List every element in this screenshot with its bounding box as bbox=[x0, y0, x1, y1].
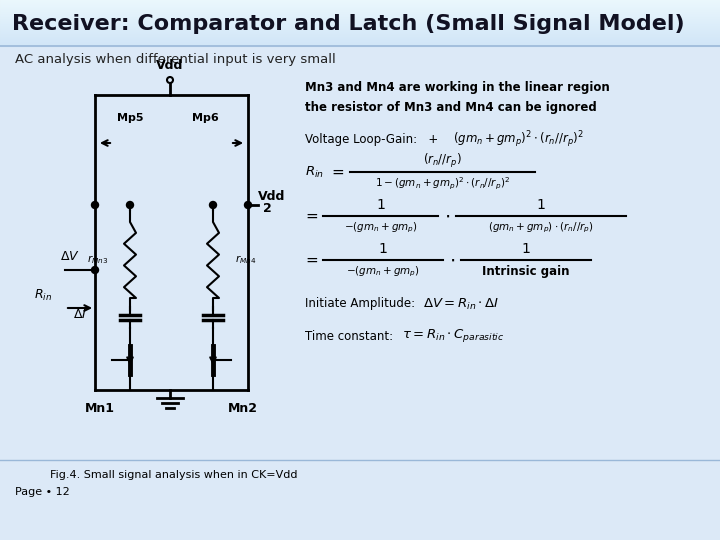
Text: $R_{in}$: $R_{in}$ bbox=[305, 165, 324, 179]
Bar bbox=[0, 19, 720, 20]
Bar bbox=[0, 6, 720, 7]
Text: $\Delta V = R_{in}\cdot\Delta I$: $\Delta V = R_{in}\cdot\Delta I$ bbox=[423, 296, 500, 312]
Bar bbox=[0, 39, 720, 40]
Bar bbox=[0, 17, 720, 18]
Text: 1: 1 bbox=[521, 242, 531, 256]
Bar bbox=[0, 30, 720, 31]
Text: Fig.4. Small signal analysis when in CK=Vdd: Fig.4. Small signal analysis when in CK=… bbox=[50, 470, 297, 480]
Text: Time constant:: Time constant: bbox=[305, 329, 393, 342]
Text: $\Delta I$: $\Delta I$ bbox=[73, 308, 87, 321]
Bar bbox=[0, 20, 720, 21]
Bar bbox=[0, 9, 720, 10]
Bar bbox=[0, 24, 720, 25]
Text: $r_{Mn3}$: $r_{Mn3}$ bbox=[87, 254, 108, 266]
Bar bbox=[0, 16, 720, 17]
Bar bbox=[0, 7, 720, 8]
Bar bbox=[0, 35, 720, 36]
Text: $\tau = R_{in}\cdot C_{parasitic}$: $\tau = R_{in}\cdot C_{parasitic}$ bbox=[402, 327, 505, 345]
Bar bbox=[0, 33, 720, 34]
Bar bbox=[0, 26, 720, 27]
Text: 2: 2 bbox=[263, 201, 271, 214]
Bar bbox=[0, 21, 720, 22]
Text: $\Delta V$: $\Delta V$ bbox=[60, 249, 80, 262]
Bar bbox=[0, 18, 720, 19]
Circle shape bbox=[245, 201, 251, 208]
Bar bbox=[0, 11, 720, 12]
Text: Receiver: Comparator and Latch (Small Signal Model): Receiver: Comparator and Latch (Small Si… bbox=[12, 14, 685, 34]
Circle shape bbox=[210, 201, 217, 208]
Bar bbox=[0, 41, 720, 42]
Bar bbox=[0, 15, 720, 16]
Text: =: = bbox=[305, 208, 318, 224]
Bar bbox=[0, 37, 720, 38]
Circle shape bbox=[127, 201, 133, 208]
Text: $(gm_n+gm_p)\cdot(r_n//r_p)$: $(gm_n+gm_p)\cdot(r_n//r_p)$ bbox=[488, 221, 594, 235]
Text: 1: 1 bbox=[376, 198, 385, 212]
Text: AC analysis when differential input is very small: AC analysis when differential input is v… bbox=[15, 53, 336, 66]
Bar bbox=[0, 36, 720, 37]
Text: Vdd: Vdd bbox=[156, 59, 184, 72]
Bar bbox=[0, 5, 720, 6]
Bar bbox=[0, 12, 720, 13]
Bar bbox=[0, 4, 720, 5]
Bar bbox=[0, 44, 720, 45]
Bar bbox=[0, 0, 720, 1]
Text: Voltage Loop-Gain:   +: Voltage Loop-Gain: + bbox=[305, 133, 438, 146]
Bar bbox=[0, 13, 720, 14]
Text: $-(gm_n+gm_p)$: $-(gm_n+gm_p)$ bbox=[343, 221, 418, 235]
Bar bbox=[0, 22, 720, 23]
Text: $R_{in}$: $R_{in}$ bbox=[34, 287, 52, 302]
Bar bbox=[0, 38, 720, 39]
Bar bbox=[0, 29, 720, 30]
Text: Vdd: Vdd bbox=[258, 191, 285, 204]
Bar bbox=[0, 23, 720, 24]
Bar bbox=[0, 45, 720, 46]
Bar bbox=[0, 25, 720, 26]
Bar bbox=[0, 3, 720, 4]
Text: Mp6: Mp6 bbox=[192, 113, 218, 123]
Text: Mp5: Mp5 bbox=[117, 113, 143, 123]
Text: $-(gm_n+gm_p)$: $-(gm_n+gm_p)$ bbox=[346, 265, 420, 279]
Bar bbox=[0, 27, 720, 28]
Text: the resistor of Mn3 and Mn4 can be ignored: the resistor of Mn3 and Mn4 can be ignor… bbox=[305, 102, 597, 114]
Text: Page • 12: Page • 12 bbox=[15, 487, 70, 497]
Text: Mn3 and Mn4 are working in the linear region: Mn3 and Mn4 are working in the linear re… bbox=[305, 82, 610, 94]
Bar bbox=[0, 32, 720, 33]
Text: $\cdot$: $\cdot$ bbox=[444, 206, 450, 226]
Text: =: = bbox=[305, 253, 318, 267]
Text: Intrinsic gain: Intrinsic gain bbox=[482, 266, 570, 279]
Text: $(r_n//r_p)$: $(r_n//r_p)$ bbox=[423, 152, 462, 170]
Text: Initiate Amplitude:: Initiate Amplitude: bbox=[305, 298, 415, 310]
Bar bbox=[0, 31, 720, 32]
Circle shape bbox=[91, 201, 99, 208]
Text: $\cdot$: $\cdot$ bbox=[449, 251, 455, 269]
Bar bbox=[0, 2, 720, 3]
Bar bbox=[0, 42, 720, 43]
Text: Mn2: Mn2 bbox=[228, 402, 258, 415]
Circle shape bbox=[91, 267, 99, 273]
Bar bbox=[0, 1, 720, 2]
Bar bbox=[0, 8, 720, 9]
Bar bbox=[0, 43, 720, 44]
Text: $r_{Mn4}$: $r_{Mn4}$ bbox=[235, 254, 256, 266]
Text: 1: 1 bbox=[379, 242, 387, 256]
Text: 1: 1 bbox=[536, 198, 546, 212]
Bar bbox=[0, 28, 720, 29]
Text: Mn1: Mn1 bbox=[85, 402, 115, 415]
Text: $1-(gm_n+gm_p)^2\cdot(r_n//r_p)^2$: $1-(gm_n+gm_p)^2\cdot(r_n//r_p)^2$ bbox=[375, 176, 510, 192]
Bar bbox=[0, 14, 720, 15]
Text: $(gm_n+gm_p)^2\cdot(r_n//r_p)^2$: $(gm_n+gm_p)^2\cdot(r_n//r_p)^2$ bbox=[453, 130, 584, 150]
Text: =: = bbox=[331, 165, 343, 179]
Bar bbox=[0, 40, 720, 41]
Bar bbox=[0, 34, 720, 35]
Bar bbox=[0, 10, 720, 11]
